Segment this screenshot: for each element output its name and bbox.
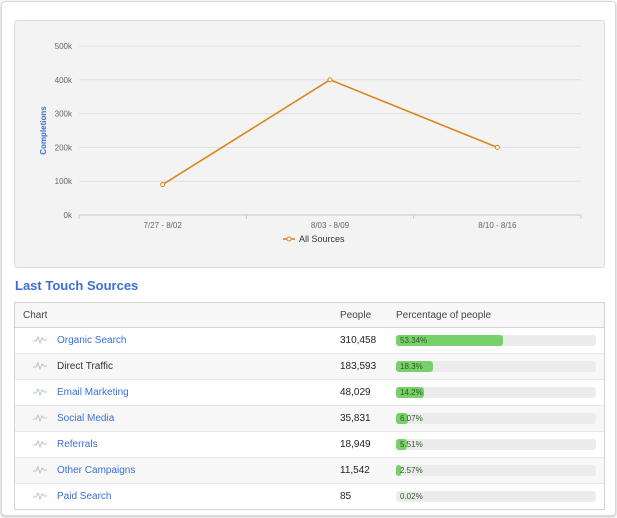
header-percentage[interactable]: Percentage of people (396, 309, 492, 321)
header-people[interactable]: People (340, 309, 372, 321)
people-count: 18,949 (340, 439, 371, 450)
table-row: Direct Traffic 183,593 18.3% (15, 354, 604, 380)
percentage-label: 6.07% (400, 414, 423, 423)
x-tick-label: 7/27 - 8/02 (144, 221, 183, 230)
row-chart-cell (15, 490, 57, 503)
sparkline-icon[interactable] (33, 412, 47, 422)
row-chart-cell (15, 438, 57, 451)
percentage-bar-fill (396, 465, 402, 476)
percentage-label: 18.3% (400, 362, 423, 371)
percentage-bar-fill (396, 413, 409, 424)
percentage-bar-track: 53.34% (396, 335, 596, 346)
sparkline-icon[interactable] (33, 438, 47, 448)
percentage-bar-track: 14.2% (396, 387, 596, 398)
table-row: Email Marketing 48,029 14.2% (15, 380, 604, 406)
people-count: 48,029 (340, 387, 371, 398)
percentage-bar-fill (396, 361, 433, 372)
percentage-label: 2.57% (400, 466, 423, 475)
header-chart[interactable]: Chart (23, 309, 48, 321)
table-row: Social Media 35,831 6.07% (15, 406, 604, 432)
completions-chart-panel: 0k 100k 200k 300k 400k 500k 7/27 - 8/02 8/03 - … (14, 20, 605, 268)
sparkline-icon[interactable] (33, 490, 47, 500)
table-header: Chart People Percentage of people (15, 303, 604, 328)
percentage-bar-fill (396, 387, 425, 398)
row-percentage-cell: 2.57% (396, 465, 604, 476)
row-chart-cell (15, 464, 57, 477)
row-source-cell: Email Marketing (57, 387, 340, 398)
row-source-cell: Social Media (57, 413, 340, 424)
section-title: Last Touch Sources (15, 278, 139, 293)
percentage-bar-track: 18.3% (396, 361, 596, 372)
source-name-link: Direct Traffic (57, 361, 113, 372)
sources-table: Chart People Percentage of people Organi… (14, 302, 605, 510)
sparkline-icon[interactable] (33, 464, 47, 474)
row-percentage-cell: 0.02% (396, 491, 604, 502)
source-name-link[interactable]: Referrals (57, 439, 98, 450)
y-tick-label: 400k (55, 76, 73, 85)
people-count: 183,593 (340, 361, 377, 372)
sparkline-icon[interactable] (33, 334, 47, 344)
table-row: Referrals 18,949 5.51% (15, 432, 604, 458)
x-tick-label: 8/03 - 8/09 (311, 221, 350, 230)
y-tick-label: 0k (64, 211, 73, 220)
y-tick-label: 100k (55, 177, 73, 186)
people-count: 310,458 (340, 335, 377, 346)
people-count: 35,831 (340, 413, 371, 424)
source-name-link[interactable]: Email Marketing (57, 387, 129, 398)
people-count: 85 (340, 491, 352, 502)
percentage-bar-track: 5.51% (396, 439, 596, 450)
percentage-label: 0.02% (400, 492, 423, 501)
people-count: 11,542 (340, 465, 370, 476)
y-axis-title: Completions (39, 106, 48, 155)
row-source-cell: Organic Search (57, 335, 340, 346)
table-row: Other Campaigns 11,542 2.57% (15, 458, 604, 484)
row-source-cell: Paid Search (57, 491, 340, 502)
percentage-bar-fill (396, 335, 503, 346)
row-percentage-cell: 5.51% (396, 439, 604, 450)
percentage-bar-fill (396, 439, 408, 450)
row-percentage-cell: 53.34% (396, 335, 604, 346)
y-tick-label: 300k (55, 110, 73, 119)
row-chart-cell (15, 360, 57, 373)
data-point (327, 77, 333, 83)
row-source-cell: Other Campaigns (57, 465, 340, 476)
sparkline-icon[interactable] (33, 360, 47, 370)
legend-label: All Sources (299, 234, 345, 244)
percentage-label: 5.51% (400, 440, 423, 449)
y-tick-label: 200k (55, 143, 73, 152)
data-point (160, 182, 166, 188)
row-chart-cell (15, 412, 57, 425)
source-name-link[interactable]: Other Campaigns (57, 465, 136, 476)
table-row: Organic Search 310,458 53.34% (15, 328, 604, 354)
percentage-bar-track: 0.02% (396, 491, 596, 502)
source-name-link[interactable]: Social Media (57, 413, 115, 424)
row-chart-cell (15, 386, 57, 399)
y-tick-label: 500k (55, 42, 73, 51)
sparkline-icon[interactable] (33, 386, 47, 396)
percentage-label: 14.2% (400, 388, 423, 397)
percentage-bar-track: 6.07% (396, 413, 596, 424)
table-row: Paid Search 85 0.02% (15, 484, 604, 509)
row-chart-cell (15, 334, 57, 347)
percentage-label: 53.34% (400, 336, 428, 345)
row-percentage-cell: 14.2% (396, 387, 604, 398)
source-name-link[interactable]: Organic Search (57, 335, 127, 346)
series-line (162, 78, 498, 186)
source-name-link[interactable]: Paid Search (57, 491, 112, 502)
row-percentage-cell: 18.3% (396, 361, 604, 372)
row-source-cell: Direct Traffic (57, 361, 340, 372)
legend-marker (286, 236, 292, 242)
data-point (494, 144, 500, 150)
row-percentage-cell: 6.07% (396, 413, 604, 424)
completions-line-chart: 0k 100k 200k 300k 400k 500k 7/27 - 8/02 8/03 - … (39, 42, 582, 244)
percentage-bar-track: 2.57% (396, 465, 596, 476)
x-tick-label: 8/10 - 8/16 (478, 221, 517, 230)
table-body: Organic Search 310,458 53.34% Direct Traffi… (15, 328, 604, 509)
row-source-cell: Referrals (57, 439, 340, 450)
